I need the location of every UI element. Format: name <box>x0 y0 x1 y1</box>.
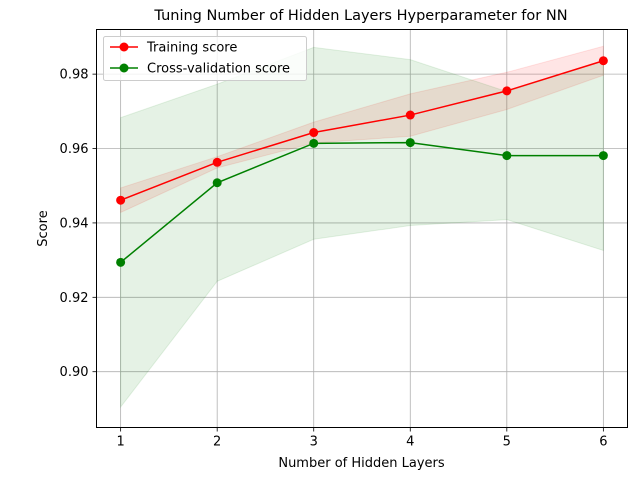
point-cv-3 <box>405 138 415 148</box>
plot-frame <box>96 29 628 428</box>
point-cv-5 <box>598 151 608 161</box>
legend-marker-cv <box>119 63 129 73</box>
point-cv-2 <box>309 138 319 148</box>
x-tick-label-5: 6 <box>599 435 607 450</box>
y-tick-label-3: 0.96 <box>60 142 89 157</box>
y-tick-label-4: 0.98 <box>60 68 89 83</box>
legend: Training score Cross-validation score <box>103 36 307 81</box>
point-cv-0 <box>116 257 126 267</box>
chart-title: Tuning Number of Hidden Layers Hyperpara… <box>153 8 567 24</box>
legend-label-cv: Cross-validation score <box>147 62 290 77</box>
x-tick-label-1: 2 <box>213 435 221 450</box>
point-cv-4 <box>502 151 512 161</box>
y-tick-label-1: 0.92 <box>60 291 89 306</box>
point-training-0 <box>116 195 126 205</box>
point-training-2 <box>309 128 319 138</box>
y-tick-label-2: 0.94 <box>60 216 89 231</box>
x-tick-label-2: 3 <box>310 435 318 450</box>
point-training-4 <box>502 86 512 96</box>
point-training-5 <box>598 56 608 66</box>
x-tick-label-3: 4 <box>406 435 414 450</box>
point-training-3 <box>405 110 415 120</box>
x-axis-label: Number of Hidden Layers <box>278 456 445 471</box>
y-tick-label-0: 0.90 <box>60 365 89 380</box>
legend-box <box>103 36 307 81</box>
band-training <box>120 45 604 214</box>
point-cv-1 <box>212 178 222 188</box>
legend-label-training: Training score <box>146 41 237 56</box>
band-cv <box>120 46 604 409</box>
series-line-cv <box>120 141 604 263</box>
x-tick-label-4: 5 <box>503 435 511 450</box>
series-line-training <box>120 60 604 201</box>
y-axis-label: Score <box>36 210 51 246</box>
x-tick-label-0: 1 <box>116 435 124 450</box>
point-training-1 <box>212 157 222 167</box>
legend-marker-training <box>119 42 129 52</box>
